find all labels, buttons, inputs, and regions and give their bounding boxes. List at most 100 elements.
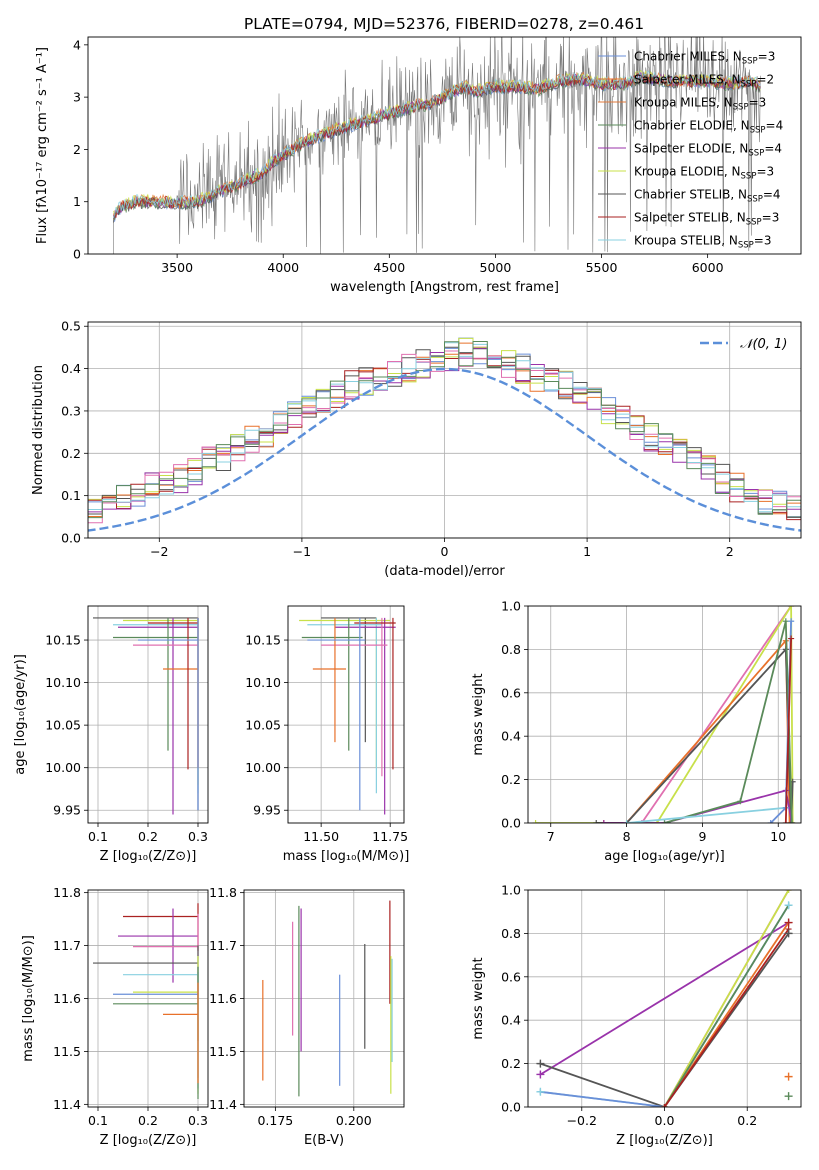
y-tick-label: 10.00 [245,760,281,775]
plot-area [528,606,801,823]
y-tick-label: 0.3 [61,403,81,418]
point-marker [600,820,607,823]
mass-weight-line [663,890,790,1107]
mass-weight-line [603,638,791,823]
x-tick-label: 0.1 [88,1113,108,1128]
y-tick-label: 11.8 [209,885,237,900]
plot-area [528,890,801,1107]
x-tick-label: 0 [441,544,449,559]
y-tick-label: 0.0 [501,816,521,831]
x-axis-label: wavelength [Angstrom, rest frame] [330,280,559,295]
model-spectrum-line [113,72,761,219]
age-vs-Z-panel: 0.1 0.2 0.3 9.95 10.00 10.05 10.10 10.15 Z [log₁… [13,605,209,864]
x-tick-label: 6000 [692,260,724,275]
model-spectrum-line [113,70,761,219]
x-tick-label: 0.2 [138,829,158,844]
x-tick-label: 7 [547,829,555,844]
y-tick-label: 0.6 [501,969,521,984]
y-axis-label: Normed distribution [31,365,46,495]
legend-entry: Salpeter ELODIE, NSSP=4 [634,142,782,159]
axes-frame [527,889,802,1108]
y-axis-label: Flux [fλ10⁻¹⁷ erg cm⁻² s⁻¹ A⁻¹] [35,47,50,244]
x-tick-label: 0.1 [88,829,108,844]
massweight-vs-Z-panel: −0.2 0.0 0.2 0.0 0.2 0.4 0.6 0.8 1.0 Z [log₁₀(Z/Z… [471,883,802,1148]
x-tick-label: 0.175 [257,1113,293,1128]
y-tick-label: 0.2 [501,1056,521,1071]
legend-entry: Salpeter STELIB, NSSP=3 [634,211,779,228]
x-axis-label: Z [log₁₀(Z/Z⊙)] [100,1133,197,1148]
point-marker [532,820,539,823]
mass-weight-line [539,921,790,1076]
point-marker [786,820,793,823]
y-tick-label: 9.95 [53,803,81,818]
y-tick-label: 11.7 [209,938,237,953]
y-tick-label: 2 [73,142,81,157]
legend-entry: Kroupa STELIB, NSSP=3 [634,234,772,251]
y-tick-label: 1.0 [501,883,521,898]
y-tick-label: 0.8 [501,642,521,657]
mass-weight-line [535,606,794,823]
x-tick-label: 1 [583,544,591,559]
point-marker [788,618,795,625]
mass-weight-line [603,606,792,823]
plot-area [88,606,208,823]
plot-area [88,890,208,1107]
legend-entry: Chabrier ELODIE, NSSP=4 [634,119,783,136]
x-tick-label: 2 [726,544,734,559]
y-tick-label: 0.1 [61,488,81,503]
legend-entry: Kroupa ELODIE, NSSP=3 [634,165,774,182]
mass-weight-line [663,904,790,1107]
x-tick-label: 11.50 [303,829,339,844]
mass-weight-line [540,932,790,1107]
legend-entry: Chabrier MILES, NSSP=3 [634,50,775,67]
y-tick-label: 11.5 [209,1044,237,1059]
y-tick-label: 10.05 [45,718,81,733]
legend: 𝒩(0, 1) [700,337,787,352]
x-tick-label: −1 [293,544,311,559]
x-tick-label: 0.2 [138,1113,158,1128]
point-marker [536,1059,545,1068]
histogram-step [88,341,801,519]
point-marker [661,1104,668,1107]
residuals-panel: −2 −1 0 1 2 0.0 0.1 0.2 0.3 0.4 0.5 (data-model)/er… [31,319,802,579]
x-axis-label: Z [log₁₀(Z/Z⊙)] [100,849,197,864]
point-marker [782,618,789,625]
mass-weight-line [626,621,792,823]
y-axis-label: age [log₁₀(age/yr)] [13,654,28,775]
figure-title: PLATE=0794, MJD=52376, FIBERID=0278, z=0… [244,15,644,33]
x-axis-label: Z [log₁₀(Z/Z⊙)] [616,1133,713,1148]
point-marker [784,918,793,927]
plot-area [113,37,761,254]
y-tick-label: 10.15 [45,633,81,648]
axes-frame [87,889,209,1108]
y-tick-label: 10.10 [45,675,81,690]
plot-area [88,322,801,538]
y-tick-label: 0.2 [501,772,521,787]
x-tick-label: −2 [150,544,168,559]
x-tick-label: 0.200 [336,1113,372,1128]
y-tick-label: 11.4 [53,1097,81,1112]
age-vs-mass-panel: 11.50 11.75 9.95 10.00 10.05 10.10 10.15 mass [… [245,605,410,864]
axes-frame [287,605,405,824]
y-tick-label: 0.0 [61,531,81,546]
x-axis-label: mass [log₁₀(M/M⊙)] [283,849,410,864]
mass-vs-ebv-panel: 0.175 0.200 11.4 11.5 11.6 11.7 11.8 E(B-V) [209,885,405,1148]
y-axis-label: mass [log₁₀(M/M⊙)] [21,935,36,1062]
y-tick-label: 1.0 [501,599,521,614]
x-tick-label: 8 [623,829,631,844]
axes-frame [527,605,802,824]
point-marker [737,798,744,805]
x-tick-label: 0.3 [188,1113,208,1128]
axes-frame [243,889,405,1108]
y-tick-label: 0.6 [501,685,521,700]
y-tick-label: 0.4 [501,1013,521,1028]
panels: 3500 4000 4500 5000 5500 6000 0 1 2 3 4 wavelength … [13,36,802,1148]
histogram-step [88,342,801,517]
y-tick-label: 0.5 [61,319,81,334]
legend-entry: Kroupa MILES, NSSP=3 [634,96,766,113]
y-tick-label: 1 [73,194,81,209]
mass-vs-Z-panel: 0.1 0.2 0.3 11.4 11.5 11.6 11.7 11.8 Z [log₁₀(Z/… [21,885,209,1148]
point-marker [784,1092,793,1101]
x-tick-label: 0.2 [737,1113,757,1128]
